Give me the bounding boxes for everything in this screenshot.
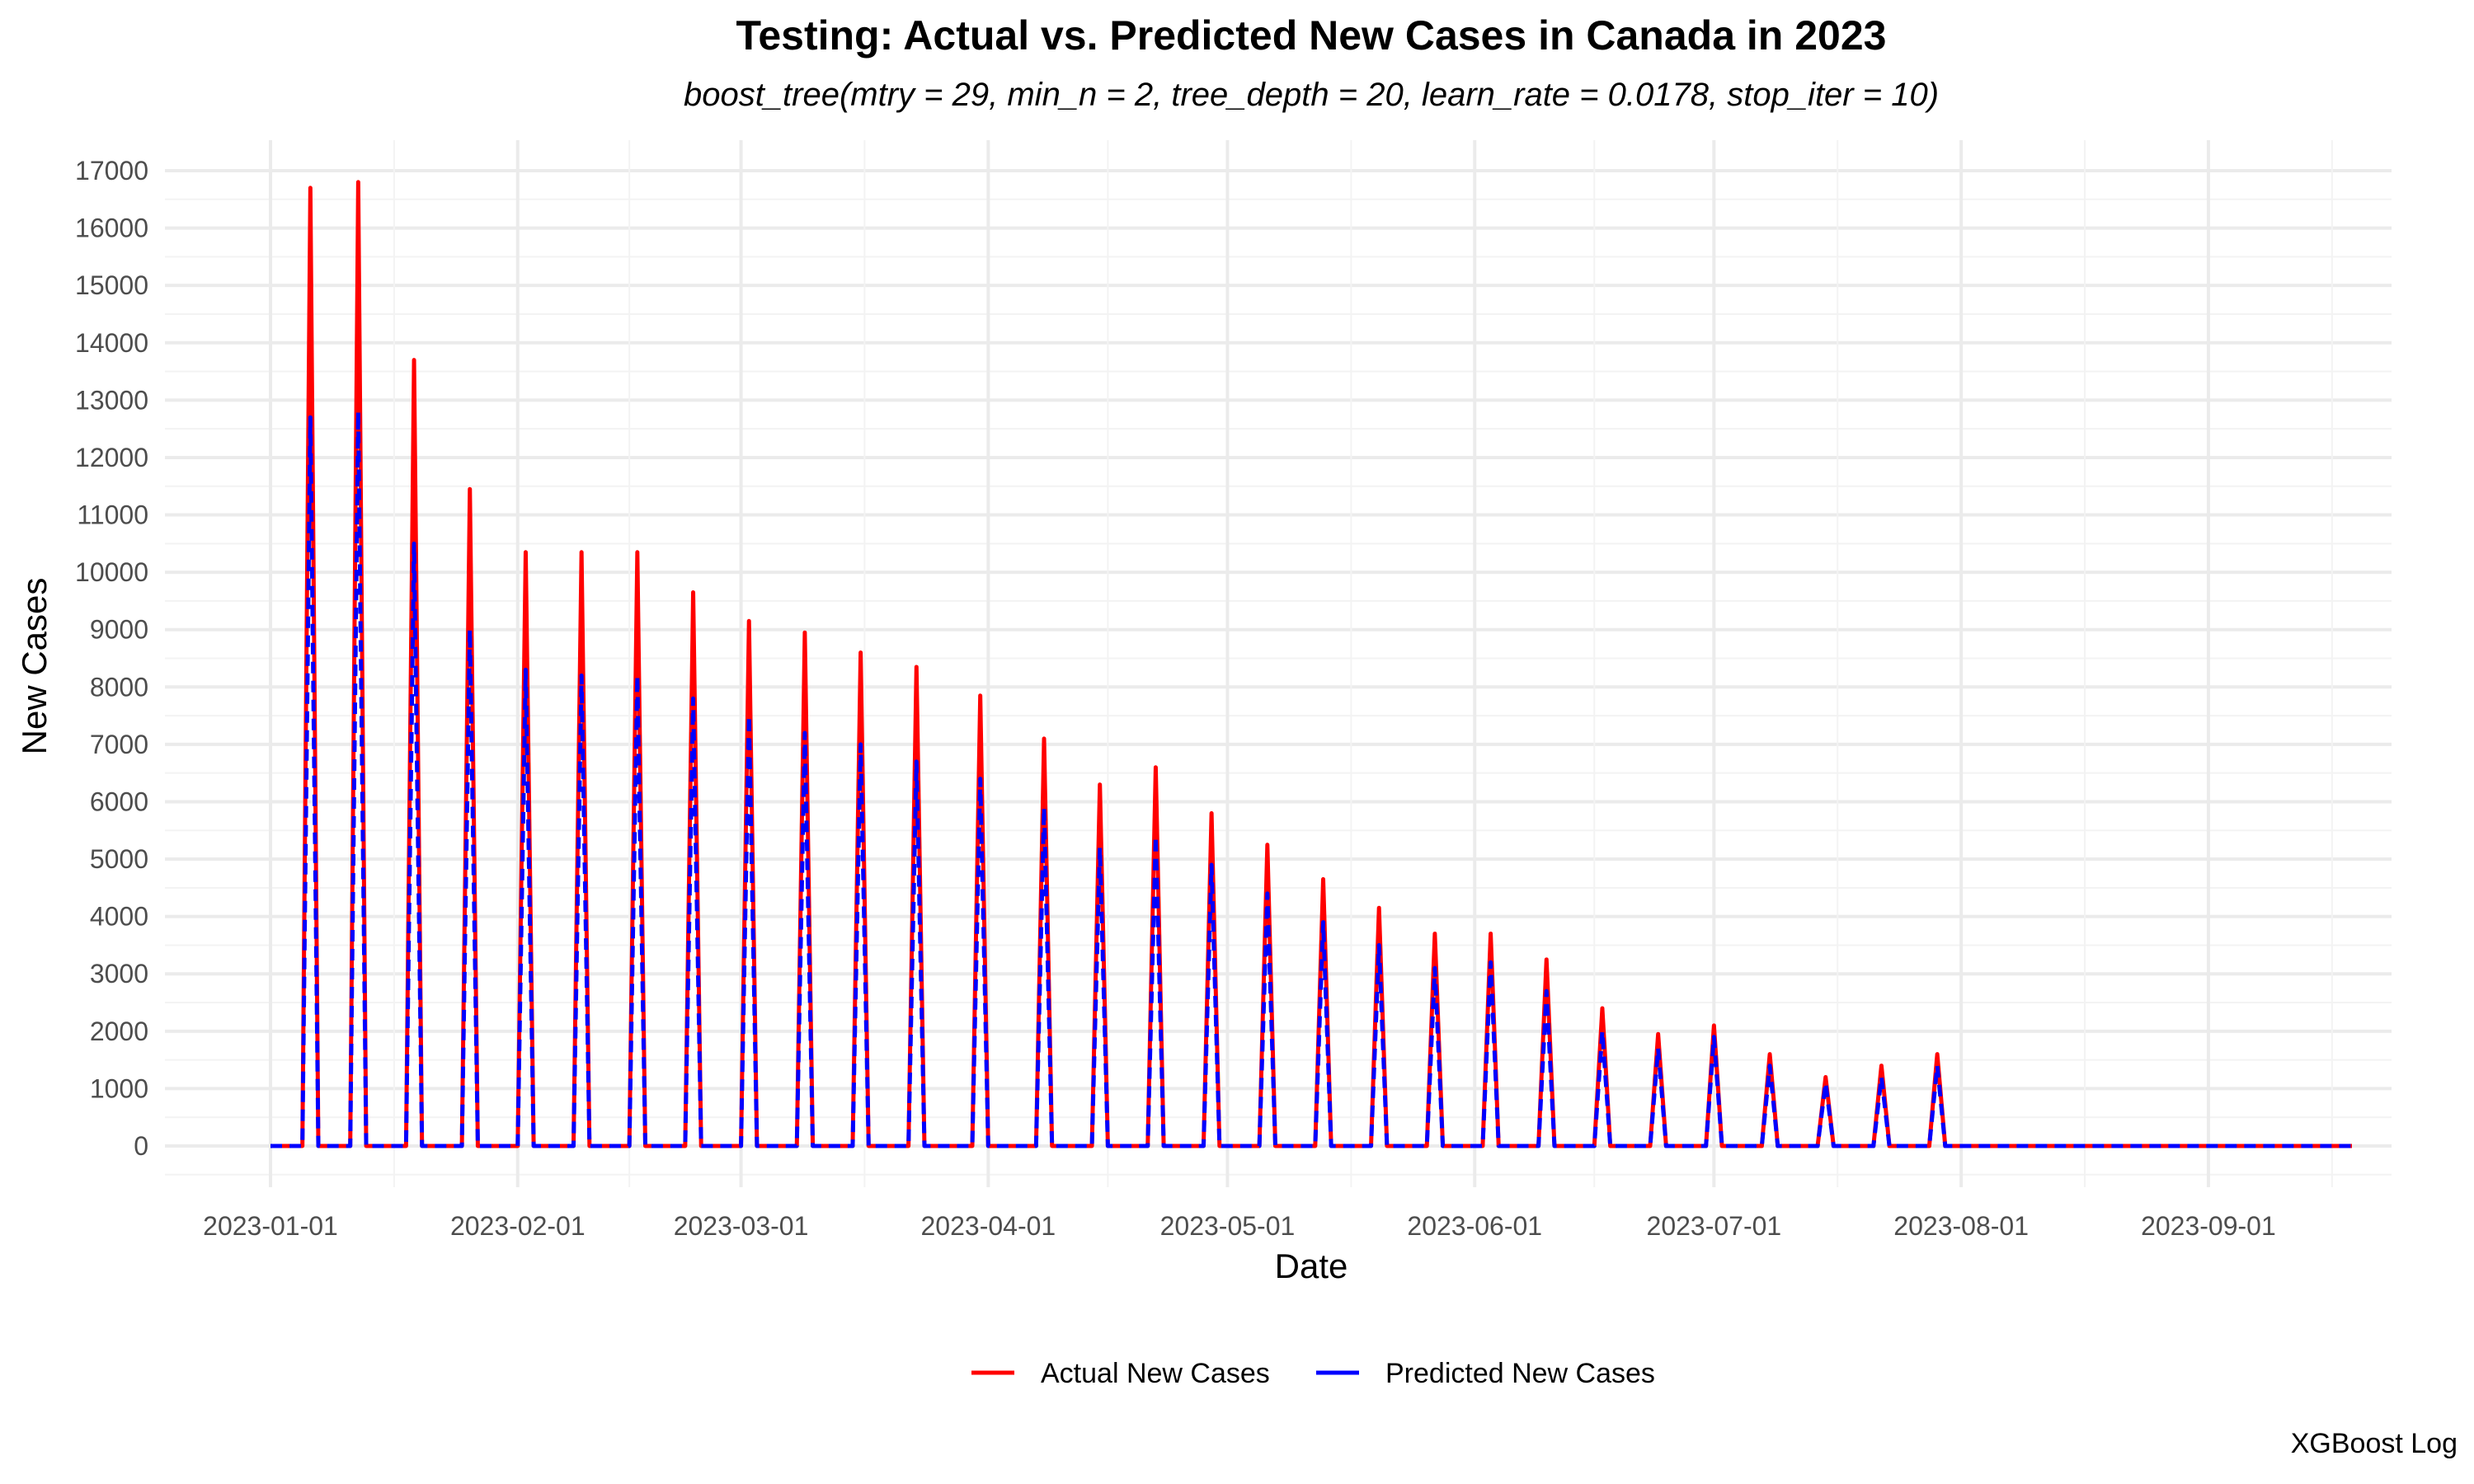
y-tick-label: 11000 [77,500,148,530]
y-tick-label: 6000 [90,787,148,816]
grid-layer [165,140,2392,1187]
y-tick-label: 15000 [75,270,148,300]
y-tick-label: 3000 [90,959,148,989]
legend-label-actual: Actual New Cases [1041,1358,1270,1389]
x-tick-label: 2023-01-01 [203,1211,338,1241]
y-tick-label: 9000 [90,615,148,645]
x-tick-label: 2023-09-01 [2141,1211,2276,1241]
y-tick-label: 16000 [75,214,148,243]
x-tick-label: 2023-07-01 [1647,1211,1782,1241]
chart-title: Testing: Actual vs. Predicted New Cases … [736,12,1887,59]
y-tick-label: 17000 [75,156,148,186]
x-tick-label: 2023-02-01 [450,1211,586,1241]
y-tick-label: 2000 [90,1017,148,1046]
y-tick-label: 7000 [90,730,148,759]
series-layer [270,180,2352,1148]
y-tick-label: 4000 [90,902,148,932]
x-tick-label: 2023-08-01 [1893,1211,2029,1241]
y-tick-labels: 0 1000 2000 3000 4000 5000 6000 7000 8000 9000 100… [75,156,148,1161]
legend-label-predicted: Predicted New Cases [1385,1358,1655,1389]
y-tick-label: 5000 [90,844,148,874]
y-tick-label: 14000 [75,328,148,358]
chart-caption: XGBoost Log [2291,1428,2458,1459]
y-tick-label: 13000 [75,385,148,415]
x-tick-label: 2023-06-01 [1407,1211,1542,1241]
y-tick-label: 0 [134,1131,148,1161]
y-tick-label: 12000 [75,443,148,472]
chart-subtitle: boost_tree(mtry = 29, min_n = 2, tree_de… [684,77,1939,113]
x-tick-label: 2023-04-01 [921,1211,1056,1241]
actual-series-line [270,180,2352,1148]
x-axis-title: Date [1275,1247,1348,1285]
y-axis-title: New Cases [15,578,54,755]
y-tick-label: 10000 [75,557,148,587]
y-tick-label: 1000 [90,1073,148,1103]
x-tick-label: 2023-05-01 [1160,1211,1296,1241]
legend: Actual New Cases Predicted New Cases [971,1358,1655,1389]
x-tick-label: 2023-03-01 [674,1211,809,1241]
predicted-series-line [270,409,2352,1148]
y-tick-label: 8000 [90,672,148,702]
x-tick-labels: 2023-01-01 2023-02-01 2023-03-01 2023-04-01… [203,1211,2276,1241]
